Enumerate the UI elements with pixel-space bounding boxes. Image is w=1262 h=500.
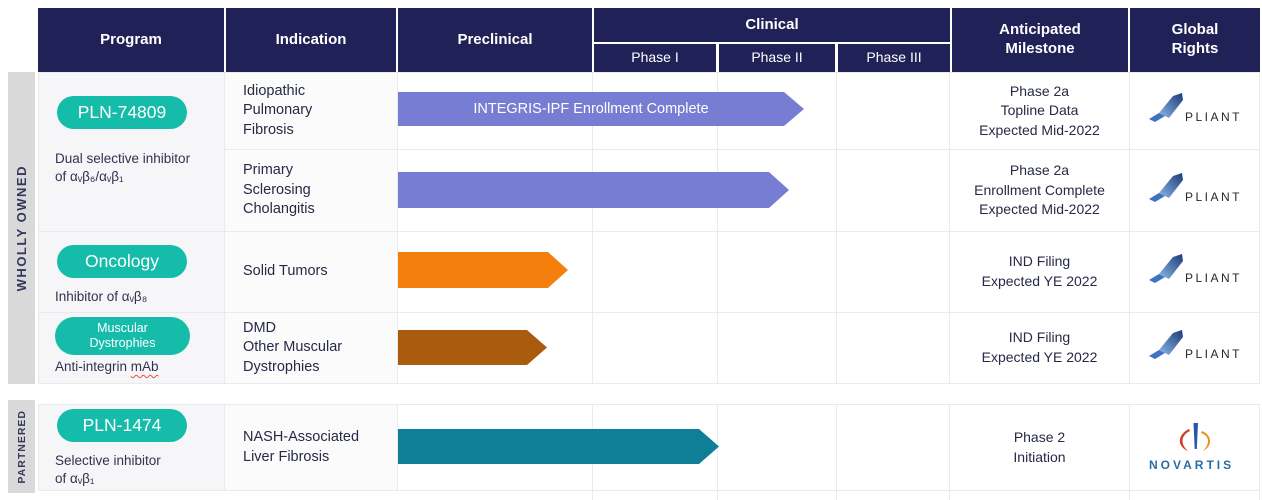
progress-arrow-ipf: INTEGRIS-IPF Enrollment Complete: [398, 92, 804, 126]
column-header-program: Program: [38, 8, 224, 72]
stub-cell: [950, 491, 1130, 500]
milestone-ipf: Phase 2a Topline Data Expected Mid-2022: [950, 72, 1130, 150]
section-strip-wholly-owned: WHOLLY OWNED: [8, 72, 35, 384]
stage-cell: [837, 313, 950, 384]
stage-cell: [718, 313, 837, 384]
rights-cell-row5: NOVARTIS: [1130, 404, 1260, 491]
novartis-glyph-center: [1193, 422, 1198, 449]
milestone-psc: Phase 2a Enrollment Complete Expected Mi…: [950, 150, 1130, 232]
program-pill-muscular-dystrophies: Muscular Dystrophies: [55, 317, 190, 355]
pliant-logo: PLIANT: [1148, 330, 1242, 361]
stub-cell: [718, 491, 837, 500]
rights-cell-row3: PLIANT: [1130, 232, 1260, 313]
stage-cell: [718, 232, 837, 313]
stage-cell: [837, 72, 950, 150]
progress-arrow-dmd: [398, 330, 547, 365]
indication-ipf: Idiopathic Pulmonary Fibrosis: [225, 72, 398, 150]
milestone-solid-tumors: IND Filing Expected YE 2022: [950, 232, 1130, 313]
column-header-indication: Indication: [226, 8, 396, 72]
section-label-wholly-owned: WHOLLY OWNED: [14, 164, 29, 292]
rights-cell-row1: PLIANT: [1130, 72, 1260, 150]
program-desc-muscular-prefix: Anti-integrin: [55, 359, 131, 374]
novartis-glyph-right: [1200, 430, 1210, 451]
progress-arrow-nash: [398, 429, 719, 464]
stub-cell: [398, 491, 593, 500]
pliant-glyph-upper: [1158, 93, 1183, 118]
novartis-glyph-left: [1179, 428, 1190, 451]
program-desc-pln74809: Dual selective inhibitor of αᵥβ₆/αᵥβ₁: [55, 151, 191, 185]
program-desc-mab: mAb: [130, 359, 159, 374]
program-desc-muscular: Anti-integrin mAb: [55, 358, 220, 376]
program-pill-oncology: Oncology: [57, 245, 187, 278]
column-header-preclinical: Preclinical: [398, 8, 592, 72]
milestone-nash: Phase 2 Initiation: [950, 404, 1130, 491]
stub-cell: [593, 491, 718, 500]
pliant-logo-text: PLIANT: [1185, 347, 1242, 361]
stub-cell: [837, 491, 950, 500]
indication-psc: Primary Sclerosing Cholangitis: [225, 150, 398, 232]
section-strip-partnered: PARTNERED: [8, 400, 35, 493]
pliant-logo-text: PLIANT: [1185, 110, 1242, 124]
stage-cell: [593, 232, 718, 313]
column-header-clinical: Clinical: [594, 8, 950, 42]
program-pill-pln74809: PLN-74809: [57, 96, 187, 129]
indication-solid-tumors: Solid Tumors: [225, 232, 398, 313]
indication-nash: NASH-Associated Liver Fibrosis: [225, 404, 398, 491]
column-header-phase1: Phase I: [594, 44, 716, 72]
column-header-phase3: Phase III: [838, 44, 950, 72]
novartis-logo-text: NOVARTIS: [1149, 458, 1234, 472]
stub-cell: [1130, 491, 1260, 500]
rights-cell-row4: PLIANT: [1130, 313, 1260, 384]
pliant-logo-text: PLIANT: [1185, 190, 1242, 204]
stage-cell: [718, 404, 837, 491]
stage-cell: [593, 313, 718, 384]
column-header-global-rights: Global Rights: [1130, 8, 1260, 72]
pliant-logo: PLIANT: [1148, 172, 1242, 204]
column-header-milestone: Anticipated Milestone: [952, 8, 1128, 72]
program-desc-oncology: Inhibitor of αᵥβ₈: [55, 289, 148, 304]
novartis-logo: NOVARTIS: [1149, 422, 1234, 472]
stage-cell: [837, 404, 950, 491]
pliant-logo: PLIANT: [1148, 93, 1242, 124]
pliant-logo: PLIANT: [1148, 254, 1242, 285]
pliant-logo-text: PLIANT: [1185, 271, 1242, 285]
milestone-dmd: IND Filing Expected YE 2022: [950, 313, 1130, 384]
progress-arrow-solid-tumors: [398, 252, 568, 288]
section-label-partnered: PARTNERED: [15, 409, 28, 484]
indication-dmd: DMD Other Muscular Dystrophies: [225, 313, 398, 384]
stage-cell: [837, 150, 950, 232]
pliant-glyph-lower: [1148, 113, 1165, 122]
column-header-phase2: Phase II: [719, 44, 835, 72]
progress-arrow-psc: [398, 172, 789, 208]
stage-cell: [837, 232, 950, 313]
program-pill-pln1474: PLN-1474: [57, 409, 187, 442]
program-desc-pln1474: Selective inhibitor of αᵥβ₁: [55, 453, 161, 487]
rights-cell-row2: PLIANT: [1130, 150, 1260, 232]
